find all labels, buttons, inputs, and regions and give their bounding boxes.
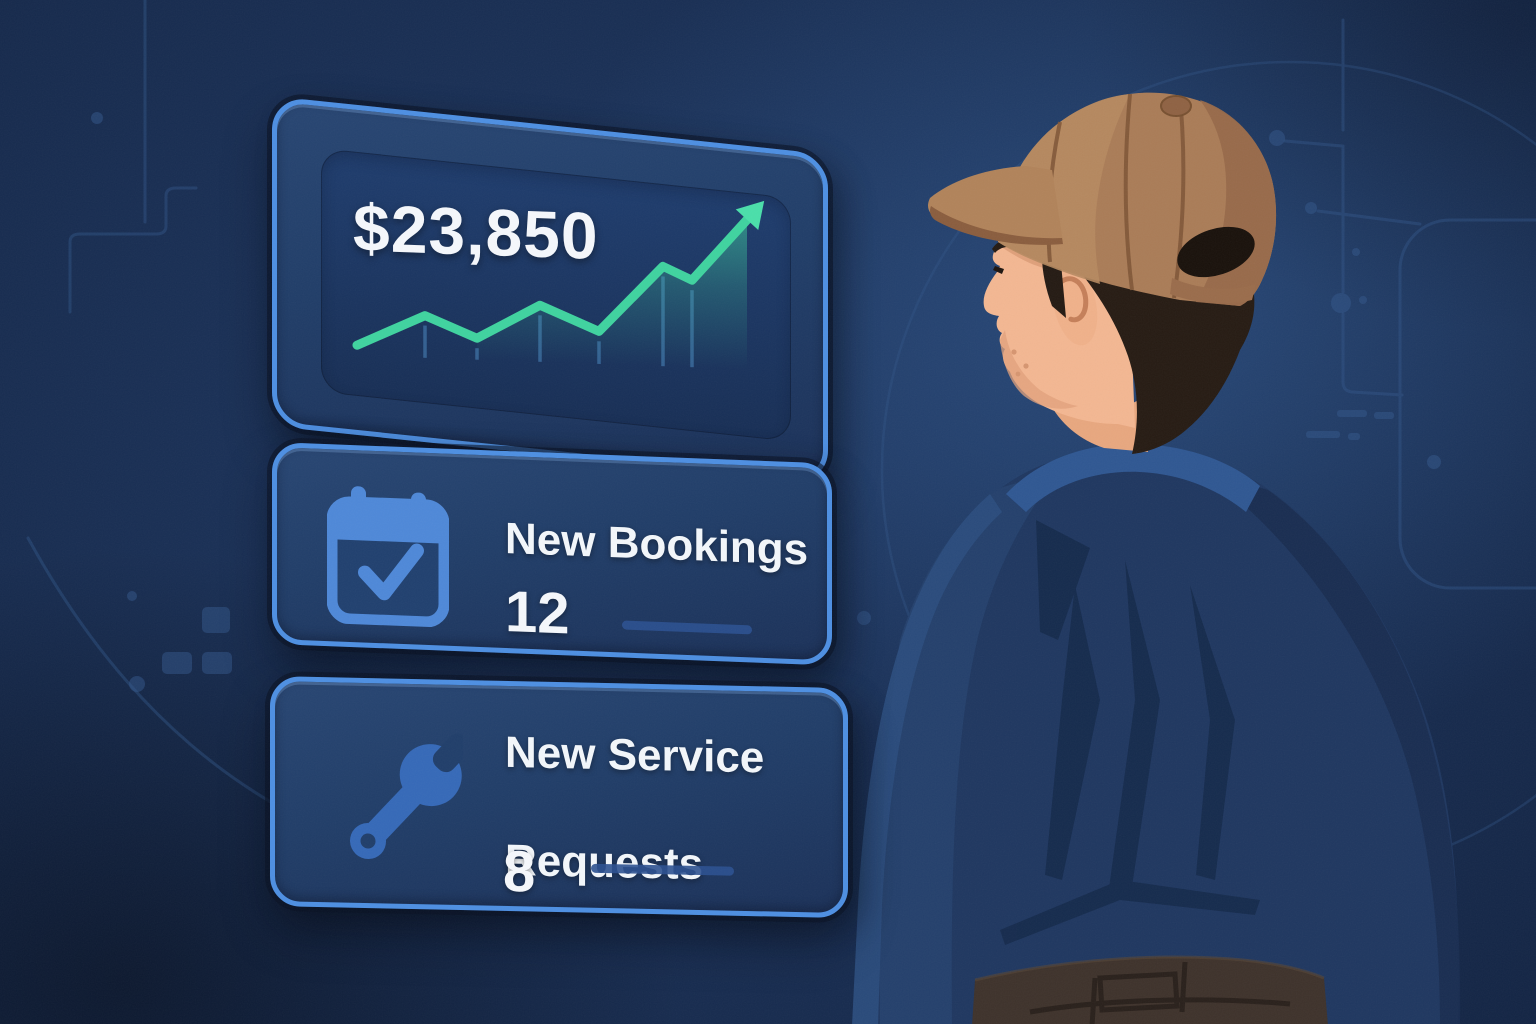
decor-square <box>202 607 230 633</box>
jacket-group <box>852 443 1461 1024</box>
underline-dash <box>622 620 752 635</box>
eyelash <box>993 266 1004 274</box>
big-circle-outline <box>880 60 1536 880</box>
face <box>983 236 1135 428</box>
snapback-strap <box>1170 278 1256 304</box>
belt-group <box>972 955 1328 1024</box>
decor-dash <box>1374 412 1394 419</box>
cap-button <box>1160 95 1192 117</box>
revenue-chart-panel: $23,850 <box>321 148 791 442</box>
sideburn <box>1042 252 1066 318</box>
service-value: 8 <box>503 838 536 905</box>
decor-dot <box>1359 296 1367 304</box>
neck <box>1048 398 1148 452</box>
service-requests-card: New Service Requests 8 <box>270 676 848 919</box>
cap-group <box>928 92 1277 306</box>
wrench-icon <box>350 733 463 860</box>
decor-dot <box>1305 202 1317 214</box>
decor-square <box>202 652 232 674</box>
decor-dot <box>129 676 145 692</box>
bookings-label: New Bookings <box>505 513 809 575</box>
decor-dot <box>1427 455 1441 469</box>
face-group <box>983 236 1255 454</box>
cap-crown <box>998 92 1277 306</box>
decor-dot <box>1352 248 1360 256</box>
trend-chart <box>352 200 765 370</box>
decor-dot <box>91 112 103 124</box>
decor-dot <box>127 591 137 601</box>
decor-dot <box>1331 293 1351 313</box>
decor-dash <box>1337 410 1367 417</box>
decor-dot <box>1269 130 1285 146</box>
jacket-collar <box>1006 443 1260 512</box>
snapback-opening <box>1177 226 1255 278</box>
decor-dot <box>857 611 871 625</box>
decor-dash <box>1348 433 1360 440</box>
bookings-card: New Bookings 12 <box>272 442 832 666</box>
cap-brim <box>928 166 1063 243</box>
hair <box>1062 242 1255 454</box>
ear <box>1052 264 1098 346</box>
rounded-rect-outline <box>1398 218 1536 590</box>
decor-square <box>162 652 192 674</box>
bookings-value: 12 <box>505 578 570 647</box>
service-label-line1: New Service <box>505 727 765 783</box>
decor-dash <box>1306 431 1340 438</box>
revenue-card: $23,850 <box>272 96 828 485</box>
calendar-check-icon <box>327 486 449 628</box>
eyebrow <box>992 237 1016 253</box>
